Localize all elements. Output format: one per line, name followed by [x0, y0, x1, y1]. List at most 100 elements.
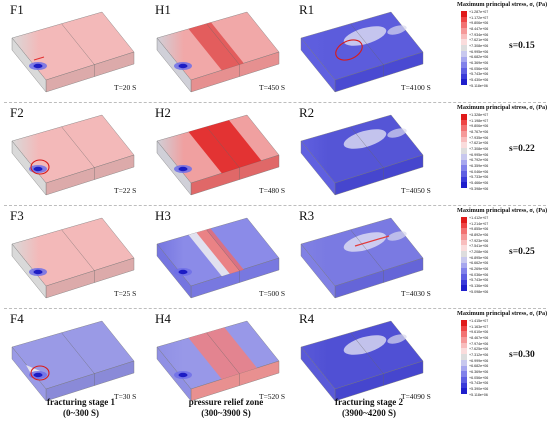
time-label: T=25 S — [114, 289, 137, 298]
high-stress-core — [178, 372, 188, 378]
time-label: T=500 S — [259, 289, 286, 298]
stress-panel-h3: H3 T=500 S — [149, 206, 289, 306]
panel-label: R2 — [299, 105, 315, 120]
fracture-line — [350, 332, 384, 374]
stress-panel-r3: R3 T=4030 S — [293, 206, 433, 306]
legend-tick-label: +9.855e+06 — [469, 227, 489, 232]
color-swatch — [461, 33, 467, 40]
color-swatch — [461, 228, 467, 235]
panel-label: F2 — [10, 105, 24, 120]
color-scale-bar — [461, 320, 467, 394]
legend-tick-label: +8.467e+06 — [469, 335, 489, 340]
color-scale-bar — [461, 11, 467, 85]
stress-panel-f3: F3 T=25 S — [4, 206, 144, 306]
color-swatch — [461, 176, 467, 183]
stress-legend: Maximum principal stress, σ₁ (Pa) +1.412e… — [457, 207, 549, 303]
stress-panel-r2: R2 T=4050 S — [293, 103, 433, 203]
color-swatch — [461, 251, 467, 257]
color-swatch — [461, 239, 467, 246]
color-swatch — [461, 273, 467, 280]
fracture-line — [61, 126, 95, 168]
color-swatch — [461, 279, 467, 286]
block-model — [11, 114, 135, 196]
panel-label: R1 — [299, 2, 315, 17]
legend-tick-label: +7.934e+06 — [469, 32, 489, 37]
color-swatch — [461, 217, 467, 223]
legend-tick-label: +5.136e+06 — [469, 283, 489, 288]
legend-tick-label: +6.682e+06 — [469, 55, 489, 60]
legend-tick-label: +1.412e+07 — [469, 216, 489, 220]
color-swatch — [461, 67, 467, 74]
legend-tick-label: +5.733e+06 — [469, 175, 489, 180]
stress-band-red — [196, 228, 244, 274]
legend-tick-label: +7.625e+06 — [469, 347, 489, 352]
legend-tick-label: +6.359e+06 — [469, 163, 489, 168]
legend-tick-label: +6.995e+06 — [469, 49, 489, 54]
legend-tick-label: +7.308e+06 — [469, 43, 489, 48]
panel-label: H1 — [155, 2, 171, 17]
block-model — [156, 320, 280, 402]
color-swatch — [461, 56, 467, 63]
legend-tick-label: +1.172e+07 — [469, 15, 489, 20]
time-label: T=4030 S — [401, 289, 431, 298]
block-model — [11, 11, 135, 93]
color-swatch — [461, 159, 467, 166]
color-scale-bar — [461, 217, 467, 291]
legend-title: Maximum principal stress, σ₁ (Pa) — [457, 104, 548, 111]
stage-caption-fracturing-1: fracturing stage 1 (0~300 S) — [6, 397, 156, 419]
legend-tick-label: +5.743e+06 — [469, 278, 489, 283]
color-swatch — [461, 268, 467, 274]
low-stress-region — [343, 335, 387, 355]
legend-tick-label: +5.390e+06 — [469, 386, 489, 391]
color-swatch — [461, 222, 467, 229]
time-label: T=20 S — [114, 83, 137, 92]
fracture-line — [350, 23, 384, 65]
legend-title: Maximum principal stress, σ₁ (Pa) — [457, 207, 548, 214]
low-stress-region — [387, 128, 407, 138]
panel-label: F1 — [10, 2, 24, 17]
row-separator — [4, 205, 546, 206]
stress-band — [188, 22, 244, 71]
block-left-face — [300, 140, 336, 196]
stage-caption-line1: fracturing stage 1 — [47, 397, 115, 407]
legend-tick-label: +8.892e+06 — [469, 232, 489, 237]
legend-tick-label: +9.610e+06 — [469, 330, 489, 335]
block-left-face — [300, 346, 336, 402]
color-swatch — [461, 182, 467, 188]
low-stress-region — [387, 231, 407, 241]
legend-tick-label: +6.269e+06 — [469, 266, 489, 271]
legend-tick-label: +5.430e+06 — [469, 77, 489, 82]
time-label: T=4050 S — [401, 186, 431, 195]
highlight-ellipse — [30, 365, 50, 381]
legend-tick-label: +6.369e+06 — [469, 60, 489, 65]
legend-tick-label: +7.312e+06 — [469, 352, 489, 357]
block-model — [300, 114, 424, 196]
stress-streak — [33, 56, 45, 61]
color-swatch — [461, 376, 467, 383]
stress-panel-f1: F1 T=20 S — [4, 0, 144, 100]
legend-tick-label: +6.995e+06 — [469, 152, 489, 157]
color-swatch — [461, 245, 467, 252]
legend-tick-label: +5.098e+06 — [469, 289, 489, 294]
legend-tick-label: +8.767e+06 — [469, 129, 489, 134]
color-swatch — [461, 365, 467, 372]
stress-panel-r1: R1 T=4100 S — [293, 0, 433, 100]
color-swatch — [461, 50, 467, 57]
high-stress-core — [178, 166, 188, 172]
color-swatch — [461, 342, 467, 349]
legend-tick-label: +8.447e+06 — [469, 26, 489, 31]
fracture-line — [350, 126, 384, 168]
color-swatch — [461, 28, 467, 34]
color-swatch — [461, 371, 467, 377]
stage-caption-line2: (0~300 S) — [63, 408, 99, 418]
color-swatch — [461, 354, 467, 360]
color-swatch — [461, 337, 467, 343]
stress-panel-h4: H4 T=520 S — [149, 309, 289, 409]
stage-caption-line2: (300~3900 S) — [201, 408, 251, 418]
block-model — [156, 11, 280, 93]
s-value-label: s=0.30 — [509, 350, 535, 360]
legend-tick-list: +1.412e+07 +1.214e+07 +9.855e+06 +8.892e+06… — [469, 216, 488, 295]
block-model — [300, 217, 424, 299]
legend-tick-label: +1.214e+07 — [469, 221, 489, 226]
panel-label: H3 — [155, 208, 171, 223]
